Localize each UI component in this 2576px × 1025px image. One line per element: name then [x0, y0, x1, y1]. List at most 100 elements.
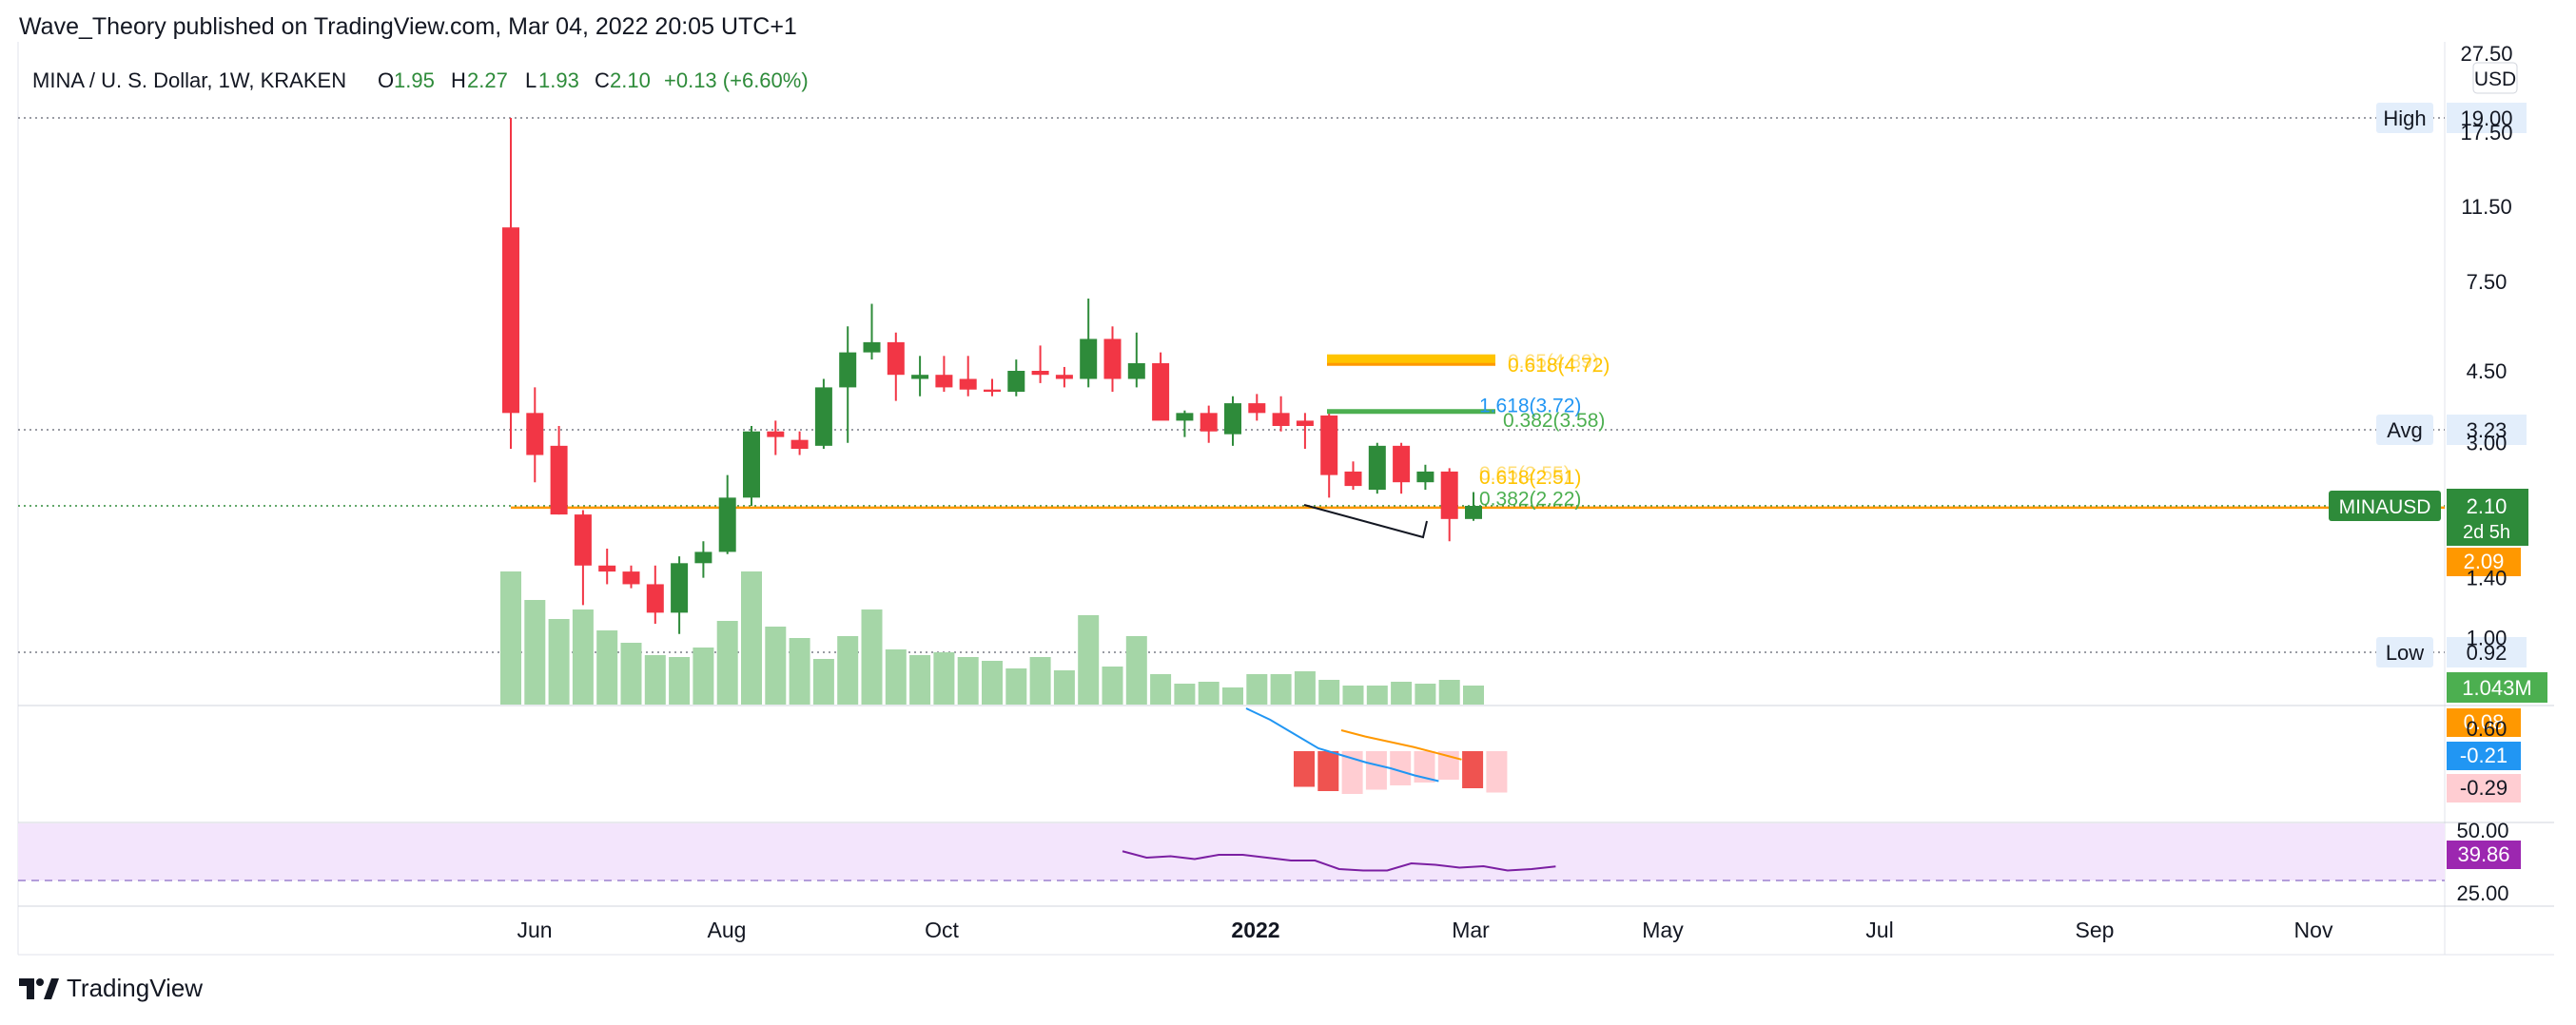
candle-body[interactable]	[767, 431, 785, 437]
x-axis-tick: Jun	[517, 918, 552, 942]
volume-bar	[957, 657, 979, 705]
high-label: H	[451, 68, 466, 92]
close-label: C	[595, 68, 610, 92]
candle-body[interactable]	[839, 352, 857, 388]
low-label: L	[525, 68, 537, 92]
candle-body[interactable]	[1416, 471, 1434, 483]
currency-label: USD	[2474, 68, 2516, 90]
candle-body[interactable]	[1393, 445, 1411, 483]
volume-bar	[1078, 615, 1100, 705]
candle-body[interactable]	[1007, 371, 1025, 393]
candle-body[interactable]	[502, 227, 519, 414]
price-line-tag-high	[2376, 103, 2433, 133]
x-axis-tick: Jul	[1865, 918, 1893, 942]
rsi-line	[1122, 850, 1556, 872]
price-line-name-low: Low	[2386, 641, 2424, 665]
x-axis-tick: Sep	[2076, 918, 2115, 942]
candle-body[interactable]	[1152, 362, 1170, 421]
volume-bar	[1222, 687, 1243, 705]
price-line-name-avg: Avg	[2387, 418, 2423, 442]
macd-histogram-bar	[1294, 751, 1315, 787]
volume-bar	[524, 600, 546, 705]
x-axis-tick: Mar	[1452, 918, 1490, 942]
candle-body[interactable]	[1176, 413, 1194, 421]
candle-body[interactable]	[622, 571, 640, 585]
close-value: 2.10	[610, 68, 651, 92]
macd-value: -0.21	[2460, 744, 2508, 767]
candle-body[interactable]	[574, 514, 592, 566]
candle-body[interactable]	[959, 378, 977, 390]
volume-bar	[572, 609, 594, 705]
volume-bar	[1029, 657, 1051, 705]
candle-body[interactable]	[984, 389, 1001, 393]
x-axis-tick: Nov	[2294, 918, 2333, 942]
divergence-trendline[interactable]	[1303, 504, 1428, 539]
candle-body[interactable]	[694, 551, 712, 564]
price-line-value-low: 0.92	[2467, 641, 2508, 665]
published-by-text: Wave_Theory published on TradingView.com…	[19, 13, 797, 40]
volume-bar	[1342, 686, 1364, 705]
volume-bar	[1125, 636, 1147, 705]
volume-bar	[837, 636, 859, 705]
volume-value: 1.043M	[2462, 676, 2531, 700]
y-axis-tick: 27.50	[2460, 42, 2512, 66]
fib-zone-upper[interactable]	[1327, 354, 1495, 365]
candle-body[interactable]	[671, 563, 689, 613]
candle-body[interactable]	[646, 584, 664, 613]
candle-body[interactable]	[1200, 413, 1218, 432]
candle-body[interactable]	[1031, 371, 1049, 376]
candle-body[interactable]	[935, 375, 953, 388]
candle-body[interactable]	[1248, 403, 1266, 414]
candle-body[interactable]	[863, 341, 881, 353]
price-line-value-bg	[2447, 103, 2527, 133]
volume-bar	[909, 655, 931, 705]
candle-body[interactable]	[1224, 403, 1241, 435]
orange-line-value: 2.09	[2464, 550, 2505, 573]
candle-body[interactable]	[1127, 362, 1145, 379]
candle-body[interactable]	[718, 497, 736, 552]
volume-bar	[765, 627, 787, 705]
symbol-title[interactable]: MINA / U. S. Dollar, 1W, KRAKEN	[32, 68, 346, 92]
candle-body[interactable]	[598, 565, 616, 572]
x-axis-tick: 2022	[1231, 918, 1279, 942]
candle-body[interactable]	[1103, 338, 1122, 379]
price-line-value-high: 19.00	[2460, 106, 2512, 130]
candle-body[interactable]	[1465, 506, 1482, 519]
volume-bar	[693, 648, 714, 705]
candle-body[interactable]	[1272, 413, 1290, 426]
macd-value-tag	[2447, 708, 2521, 737]
symbol-tag[interactable]	[2329, 491, 2441, 521]
candle-body[interactable]	[814, 387, 832, 446]
volume-bar	[1174, 684, 1196, 705]
candle-body[interactable]	[526, 413, 544, 455]
currency-tag[interactable]	[2472, 62, 2518, 94]
macd-value: 0.08	[2464, 710, 2505, 734]
price-line-tag-low	[2376, 637, 2433, 667]
candle-body[interactable]	[1344, 471, 1362, 487]
candle-body[interactable]	[790, 439, 809, 450]
tradingview-brand[interactable]: TradingView	[19, 974, 203, 1003]
volume-bar	[1005, 668, 1027, 705]
candle-body[interactable]	[743, 431, 760, 498]
macd-signal-line	[1340, 729, 1462, 761]
macd-histogram-bar	[1462, 751, 1484, 788]
candle-body[interactable]	[1440, 471, 1458, 519]
candle-body[interactable]	[1368, 445, 1386, 491]
rsi-value: 39.86	[2457, 842, 2509, 866]
volume-bar	[1391, 682, 1413, 705]
candle-body[interactable]	[1320, 415, 1338, 475]
tradingview-logo-icon	[19, 977, 59, 999]
price-line-value-avg: 3.23	[2467, 418, 2508, 442]
symbol-legend[interactable]: MINA / U. S. Dollar, 1W, KRAKEN O 1.95 H…	[32, 68, 809, 92]
volume-bar	[861, 609, 883, 705]
candle-body[interactable]	[1080, 338, 1098, 379]
candle-body[interactable]	[1055, 375, 1073, 379]
candle-body[interactable]	[1296, 420, 1314, 426]
candle-body[interactable]	[550, 445, 568, 515]
volume-bar	[596, 630, 618, 705]
macd-value-tag	[2447, 774, 2521, 803]
candle-body[interactable]	[911, 375, 929, 379]
candle-body[interactable]	[887, 341, 905, 376]
volume-bar	[741, 571, 762, 705]
